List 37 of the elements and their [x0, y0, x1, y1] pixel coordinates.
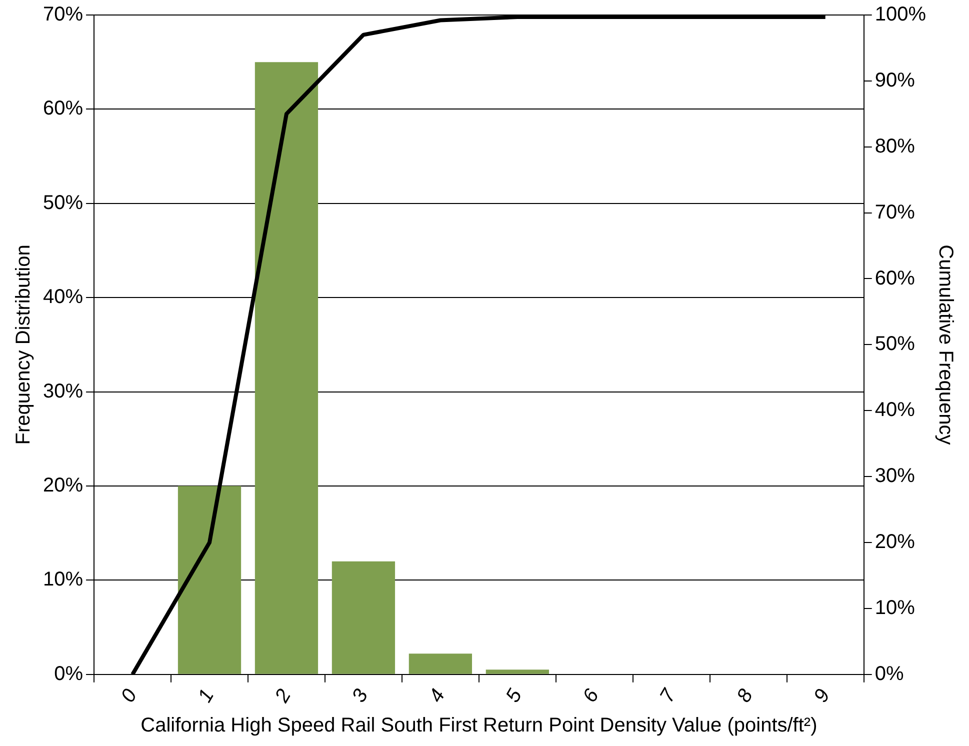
bar	[486, 670, 549, 674]
x-tick-label: 3	[348, 686, 373, 706]
x-tick-label: 2	[270, 686, 296, 708]
y2-tick-label: 40%	[874, 399, 916, 422]
x-tick-label: 6	[578, 684, 604, 706]
x-tick-label: 9	[810, 686, 835, 706]
y-tick-label: 60%	[43, 98, 84, 120]
y2-tick-label: 10%	[874, 596, 916, 619]
x-tick-label: 5	[502, 684, 528, 706]
y-tick-label: 10%	[43, 568, 84, 591]
bar	[254, 62, 318, 674]
y-tick-label: 0%	[54, 662, 84, 685]
y-axis-title: Frequency Distribution	[12, 244, 35, 445]
x-tick-label: 1	[194, 686, 219, 706]
y2-tick-label: 100%	[874, 4, 926, 26]
y2-tick-label: 60%	[874, 267, 916, 290]
y-tick-label: 20%	[43, 474, 84, 496]
y2-tick-label: 20%	[874, 531, 916, 554]
y-tick-label: 50%	[43, 192, 84, 214]
x-tick-label: 7	[656, 684, 681, 706]
bar	[408, 654, 472, 674]
y-tick-label: 40%	[43, 286, 84, 308]
y2-tick-label: 0%	[874, 662, 904, 685]
y2-axis-title: Cumulative Frequency	[934, 244, 956, 445]
y-tick-label: 70%	[43, 4, 84, 26]
bar	[178, 486, 242, 674]
x-tick-label: 8	[732, 686, 758, 706]
y-tick-label: 30%	[43, 380, 84, 402]
x-axis-title: California High Speed Rail South First Return Point Density Value (points/ft²)	[140, 714, 818, 737]
y2-tick-label: 30%	[874, 465, 916, 488]
y2-tick-label: 90%	[874, 69, 916, 92]
y2-tick-label: 70%	[874, 201, 916, 224]
x-tick-label: 4	[424, 686, 450, 706]
x-tick-label: 0	[117, 686, 142, 706]
y2-tick-label: 80%	[874, 135, 916, 158]
bar	[332, 561, 396, 674]
y2-tick-label: 50%	[874, 333, 916, 356]
